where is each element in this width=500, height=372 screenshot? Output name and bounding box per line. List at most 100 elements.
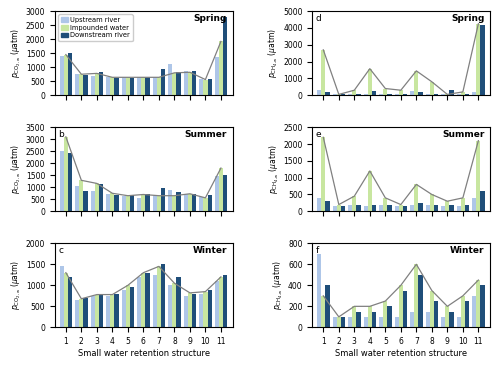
Bar xyxy=(110,295,114,327)
Bar xyxy=(379,205,383,211)
Bar xyxy=(418,203,422,211)
Bar xyxy=(410,312,414,327)
Bar xyxy=(95,183,99,211)
Bar xyxy=(161,188,165,211)
Bar xyxy=(64,55,68,95)
Y-axis label: $p_{\mathrm{CO_{2,w}}}$ ($\mu$atm): $p_{\mathrm{CO_{2,w}}}$ ($\mu$atm) xyxy=(10,144,23,195)
Bar xyxy=(403,291,407,327)
Bar xyxy=(348,94,352,95)
Bar xyxy=(157,77,161,95)
Bar xyxy=(472,198,476,211)
X-axis label: Small water retention structure: Small water retention structure xyxy=(78,349,210,358)
Bar xyxy=(426,205,430,211)
Bar xyxy=(403,206,407,211)
Y-axis label: $p_{\mathrm{CO_{2,w}}}$ ($\mu$atm): $p_{\mathrm{CO_{2,w}}}$ ($\mu$atm) xyxy=(10,260,23,311)
Bar xyxy=(410,91,414,95)
Bar xyxy=(208,289,212,327)
Bar xyxy=(130,195,134,211)
Bar xyxy=(450,205,454,211)
Bar xyxy=(480,25,484,95)
Bar xyxy=(364,317,368,327)
Bar xyxy=(142,273,146,327)
Bar xyxy=(321,137,326,211)
Legend: Upstream river, Impounded water, Downstream river: Upstream river, Impounded water, Downstr… xyxy=(58,15,133,41)
Bar xyxy=(398,90,403,95)
Bar xyxy=(64,137,68,211)
Bar xyxy=(403,94,407,95)
Bar xyxy=(122,289,126,327)
Bar xyxy=(364,206,368,211)
Bar xyxy=(146,273,150,327)
Bar xyxy=(446,94,450,95)
Bar xyxy=(95,73,99,95)
Bar xyxy=(137,277,141,327)
Bar xyxy=(356,312,360,327)
Bar xyxy=(317,198,321,211)
Bar xyxy=(110,77,114,95)
Bar xyxy=(430,82,434,95)
Bar xyxy=(130,78,134,95)
Bar xyxy=(383,198,388,211)
Bar xyxy=(152,195,157,211)
Bar xyxy=(114,78,118,95)
Bar xyxy=(223,17,227,95)
Bar xyxy=(184,194,188,211)
Bar xyxy=(434,94,438,95)
Bar xyxy=(352,306,356,327)
Bar xyxy=(326,285,330,327)
Bar xyxy=(465,205,469,211)
Bar xyxy=(321,50,326,95)
Bar xyxy=(379,94,383,95)
Bar xyxy=(394,206,398,211)
Bar xyxy=(441,206,446,211)
Bar xyxy=(434,205,438,211)
Bar xyxy=(114,195,118,211)
Bar xyxy=(480,285,484,327)
Bar xyxy=(430,291,434,327)
Bar xyxy=(122,196,126,211)
Bar xyxy=(84,191,87,211)
Bar xyxy=(317,90,321,95)
Bar xyxy=(99,185,103,211)
Bar xyxy=(219,168,223,211)
Bar xyxy=(106,77,110,95)
Bar xyxy=(383,89,388,95)
Bar xyxy=(450,312,454,327)
Y-axis label: $p_{\mathrm{CH_{4,w}}}$ ($\mu$atm): $p_{\mathrm{CH_{4,w}}}$ ($\mu$atm) xyxy=(268,28,280,78)
Text: Summer: Summer xyxy=(442,130,484,139)
Text: Spring: Spring xyxy=(194,14,227,23)
Bar xyxy=(352,90,356,95)
Bar xyxy=(426,312,430,327)
Bar xyxy=(383,301,388,327)
Bar xyxy=(352,196,356,211)
Bar xyxy=(456,317,461,327)
Bar xyxy=(450,90,454,95)
Bar xyxy=(204,80,208,95)
Bar xyxy=(430,195,434,211)
Bar xyxy=(192,194,196,211)
Bar xyxy=(157,196,161,211)
Bar xyxy=(172,73,176,95)
Bar xyxy=(388,306,392,327)
Bar xyxy=(321,296,326,327)
Bar xyxy=(476,24,480,95)
Bar xyxy=(84,75,87,95)
Bar xyxy=(336,205,341,211)
Bar xyxy=(379,317,383,327)
Bar xyxy=(90,76,95,95)
Bar xyxy=(192,294,196,327)
Bar xyxy=(341,94,345,95)
Bar xyxy=(332,206,336,211)
Bar xyxy=(90,296,95,327)
Text: f: f xyxy=(316,246,319,255)
Bar xyxy=(176,192,180,211)
Bar xyxy=(418,92,422,95)
X-axis label: Small water retention structure: Small water retention structure xyxy=(335,349,468,358)
Bar xyxy=(214,57,219,95)
Text: d: d xyxy=(316,14,322,23)
Bar xyxy=(99,72,103,95)
Bar xyxy=(84,298,87,327)
Bar xyxy=(184,296,188,327)
Bar xyxy=(122,77,126,95)
Bar xyxy=(146,77,150,95)
